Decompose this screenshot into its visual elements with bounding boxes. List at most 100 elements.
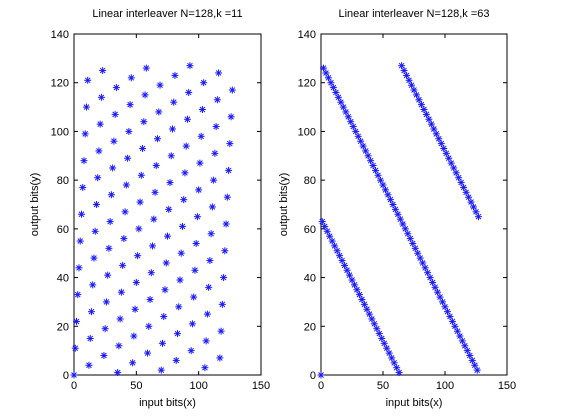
data-point xyxy=(211,149,219,157)
data-point xyxy=(431,283,439,291)
data-point xyxy=(404,230,412,238)
y-axis: 0 20 40 60 80 100 120 140 xyxy=(298,29,507,382)
data-point xyxy=(193,213,201,221)
data-point xyxy=(328,237,336,245)
data-point xyxy=(159,339,167,347)
x-tick: 50 xyxy=(377,34,389,392)
data-point xyxy=(131,305,139,313)
x-tick: 100 xyxy=(189,34,208,392)
data-point xyxy=(150,215,158,223)
data-point xyxy=(388,354,396,362)
plot-area xyxy=(73,33,262,376)
x-axis-label: input bits(x) xyxy=(386,397,443,409)
data-point xyxy=(165,205,173,213)
data-point xyxy=(355,291,363,299)
x-tick-label: 150 xyxy=(252,380,270,392)
data-point xyxy=(126,101,134,109)
data-point xyxy=(323,227,331,235)
data-point xyxy=(400,67,408,75)
data-point xyxy=(109,164,117,172)
data-point xyxy=(220,274,228,282)
data-point xyxy=(186,62,194,70)
data-point xyxy=(451,322,459,330)
data-point xyxy=(110,137,118,145)
data-point xyxy=(155,108,163,116)
y-tick-label: 0 xyxy=(63,370,69,382)
y-axis: 0 20 40 60 80 100 120 140 xyxy=(51,29,261,382)
data-point xyxy=(139,144,147,152)
data-point xyxy=(317,371,325,379)
data-point xyxy=(471,361,479,369)
data-point xyxy=(201,364,209,372)
data-point xyxy=(81,130,89,138)
data-point xyxy=(425,115,433,123)
data-point xyxy=(152,162,160,170)
data-point xyxy=(380,339,388,347)
data-point xyxy=(154,135,162,143)
x-tick-label: 0 xyxy=(71,380,77,392)
data-point xyxy=(135,225,143,233)
data-point xyxy=(441,303,449,311)
data-point xyxy=(111,110,119,118)
x-tick-label: 50 xyxy=(377,380,389,392)
y-tick: 20 xyxy=(57,321,261,333)
data-point xyxy=(117,288,125,296)
y-tick-label: 20 xyxy=(304,321,316,333)
data-point xyxy=(178,222,186,230)
data-point xyxy=(147,269,155,277)
data-point xyxy=(467,198,475,206)
data-point xyxy=(121,208,129,216)
data-point xyxy=(207,230,215,238)
data-point xyxy=(354,132,362,140)
data-point xyxy=(405,76,413,84)
data-point xyxy=(210,176,218,184)
data-point xyxy=(197,132,205,140)
data-point xyxy=(338,257,346,265)
data-point xyxy=(114,369,122,377)
data-point xyxy=(390,359,398,367)
y-axis-label: output bits(y) xyxy=(278,173,290,237)
y-axis-label: output bits(y) xyxy=(29,173,41,237)
data-point xyxy=(372,166,380,174)
data-point xyxy=(217,327,225,335)
data-point xyxy=(226,140,234,148)
data-point xyxy=(196,159,204,167)
data-point xyxy=(106,218,114,226)
data-point xyxy=(227,113,235,121)
data-points xyxy=(317,62,482,379)
data-point xyxy=(370,320,378,328)
data-point xyxy=(144,349,152,357)
data-point xyxy=(125,127,133,135)
y-tick-label: 20 xyxy=(57,321,69,333)
data-point xyxy=(440,144,448,152)
data-point xyxy=(353,286,361,294)
data-point xyxy=(164,232,171,240)
data-point xyxy=(344,113,352,121)
data-point xyxy=(453,327,461,335)
data-point xyxy=(140,118,148,126)
data-point xyxy=(414,249,422,257)
chart-title: Linear interleaver N=128,k =11 xyxy=(92,8,242,20)
data-point xyxy=(411,244,419,252)
x-tick-label: 0 xyxy=(318,380,324,392)
data-point xyxy=(213,96,221,104)
data-point xyxy=(339,103,347,111)
data-point xyxy=(341,261,349,269)
data-point xyxy=(167,152,175,160)
data-point xyxy=(102,298,110,306)
data-point xyxy=(436,293,444,301)
data-point xyxy=(452,169,460,177)
data-point xyxy=(112,84,120,92)
data-point xyxy=(72,317,80,325)
data-point xyxy=(132,278,140,286)
data-point xyxy=(205,283,213,291)
data-point xyxy=(472,208,480,216)
data-point xyxy=(115,342,123,350)
x-tick: 100 xyxy=(436,34,454,392)
data-point xyxy=(225,166,233,174)
y-tick: 40 xyxy=(304,273,507,285)
data-point xyxy=(124,154,132,162)
y-tick: 40 xyxy=(57,273,261,285)
data-point xyxy=(443,308,451,316)
